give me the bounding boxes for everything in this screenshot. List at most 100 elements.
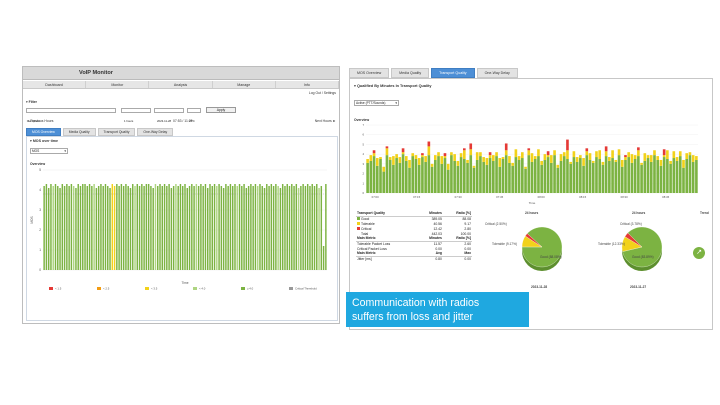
good-bar: [546, 157, 550, 193]
mos-bar: [138, 186, 141, 270]
good-bar: [627, 157, 631, 193]
mos-bar: [188, 186, 191, 270]
metric-select[interactable]: MOS ▾: [30, 148, 68, 154]
direction-select[interactable]: Active (PTT/Sounds) ▾: [354, 100, 399, 106]
mos-bar: [157, 186, 159, 270]
timezone-select[interactable]: UTC: [187, 108, 201, 123]
metric-select-value: MOS: [32, 149, 40, 153]
mos-bar: [216, 186, 218, 270]
overview-label: Overview: [30, 162, 46, 166]
nav-dashboard[interactable]: Dashboard: [23, 81, 87, 88]
good-bar: [543, 159, 547, 193]
nav-manage[interactable]: Manage: [213, 81, 276, 88]
row-minutes: 442.03: [431, 231, 442, 236]
tolerable-bar: [579, 155, 582, 159]
tolerable-bar: [369, 155, 373, 161]
tab-media-quality-r[interactable]: Media Quality: [391, 68, 430, 78]
critical-bar: [637, 147, 640, 151]
good-bar: [527, 155, 531, 193]
tolerable-bar: [656, 156, 660, 160]
tab-transport-quality[interactable]: Transport Quality: [97, 128, 136, 136]
tolerable-bar: [588, 153, 592, 160]
tolerable-bar: [430, 163, 434, 167]
y-tick-label: 4: [39, 188, 41, 192]
good-bar: [450, 155, 453, 193]
tolerable-bar: [443, 156, 447, 159]
apply-button[interactable]: Apply: [206, 107, 236, 113]
tab-transport-quality-r[interactable]: Transport Quality: [431, 68, 475, 78]
critical-bar: [585, 148, 589, 152]
tolerable-bar: [417, 158, 421, 165]
mos-bar: [59, 188, 61, 270]
row-avg: 0.80: [435, 256, 442, 261]
nav-monitor[interactable]: Monitor: [86, 81, 150, 88]
mos-bar: [320, 186, 323, 270]
pie1-critical-label: Critical (2.50%): [485, 222, 507, 226]
good-bar: [511, 165, 514, 193]
y-tick-label: 1: [362, 181, 364, 185]
mos-bar: [61, 184, 64, 270]
good-bar: [550, 162, 553, 193]
good-bar: [504, 155, 508, 193]
legend-label: < 3.5: [151, 287, 158, 291]
good-bar: [498, 166, 502, 193]
tolerable-bar: [569, 161, 572, 164]
row-label: Critical Packet Loss: [357, 246, 387, 251]
mos-bar: [313, 186, 316, 270]
mos-bar: [266, 184, 268, 270]
logout-link[interactable]: Log Out / Settings: [308, 91, 336, 95]
mos-bar: [322, 246, 325, 270]
good-bar: [437, 156, 440, 193]
pie-chart-2: [621, 226, 663, 271]
collapse-icon[interactable]: ▾: [30, 139, 33, 143]
tolerable-bar: [646, 155, 650, 159]
transport-quality-table: Transport Quality Minutes Ratio [%] Good 38…: [356, 211, 472, 261]
tab-mos-overview[interactable]: MOS Overview: [26, 128, 61, 136]
critical-bar: [421, 153, 424, 156]
col-ratio: Ratio [%]: [442, 211, 472, 217]
endpoint-field[interactable]: endpoint: [26, 108, 116, 123]
nav-info[interactable]: Info: [276, 81, 340, 88]
good-bar: [643, 160, 647, 193]
tolerable-bar: [482, 157, 485, 162]
tab-one-way-delay[interactable]: One-Way Delay: [137, 128, 174, 136]
tolerable-bar: [675, 157, 679, 161]
previous-hours-link[interactable]: ◄ Previous Hours: [26, 119, 54, 123]
table-row: Tolerable 40.56 9.17: [356, 221, 472, 226]
mos-bar: [47, 188, 50, 270]
date-field[interactable]: 2023-11-28: [154, 108, 184, 123]
tab-mos-overview-r[interactable]: MOS Overview: [349, 68, 390, 78]
tolerable-bar: [472, 165, 476, 168]
mos-bar: [159, 184, 161, 270]
mos-bar: [100, 184, 102, 270]
mos-bar: [302, 184, 304, 270]
good-bar: [640, 164, 643, 193]
tab-media-quality[interactable]: Media Quality: [62, 128, 96, 136]
row-minutes: 40.56: [433, 221, 442, 226]
nav-analysis[interactable]: Analysis: [149, 81, 213, 88]
tolerable-bar: [633, 155, 637, 159]
filter-toggle-icon[interactable]: ▾: [26, 100, 29, 104]
col-max: Max: [442, 251, 472, 257]
filter-title: Filter: [28, 100, 37, 104]
y-tick-label: 7: [362, 123, 364, 127]
mos-bar: [179, 184, 182, 270]
tolerable-bar: [372, 153, 376, 157]
mos-bar: [127, 186, 129, 270]
duration-select[interactable]: 1 hours: [121, 108, 151, 123]
tolerable-bar: [495, 152, 498, 157]
next-hours-link[interactable]: Next Hours ►: [314, 119, 336, 123]
mos-bar: [218, 184, 220, 270]
mos-panel-heading: ▾ MOS over time: [30, 139, 58, 143]
good-bar: [466, 162, 469, 193]
y-tick-label: 0: [362, 191, 364, 195]
mos-bar: [166, 186, 168, 270]
mos-bar: [245, 188, 248, 270]
table-row: Total 442.03 100.00: [356, 231, 472, 236]
mos-bar: [86, 186, 89, 270]
mos-bar: [259, 184, 261, 270]
tab-one-way-delay-r[interactable]: One-Way Delay: [476, 68, 518, 78]
collapse-icon-r[interactable]: ▾: [354, 84, 357, 88]
good-bar: [624, 159, 627, 193]
mos-bar: [143, 186, 145, 270]
